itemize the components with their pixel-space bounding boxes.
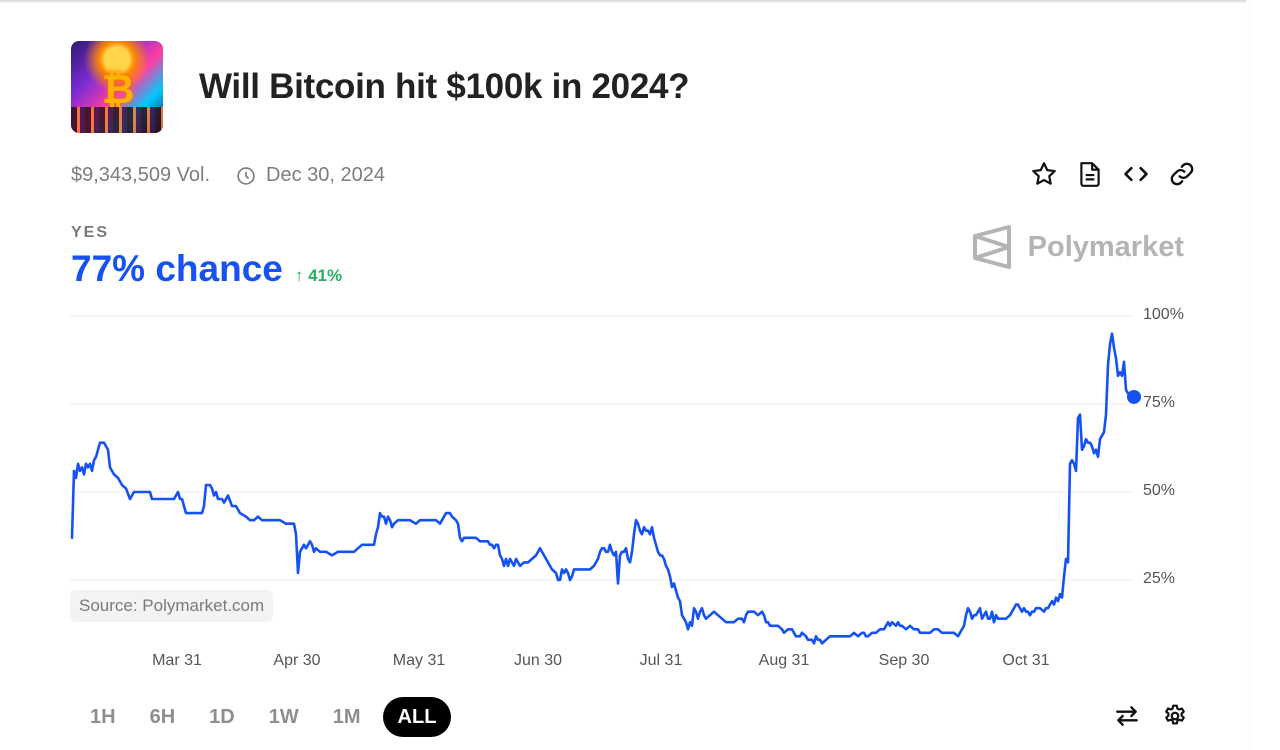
polymarket-watermark: Polymarket (972, 224, 1184, 270)
link-icon (1170, 162, 1194, 186)
x-tick-label: Oct 31 (1002, 652, 1050, 669)
y-tick-label: 50% (1143, 482, 1176, 499)
brand-name: Polymarket (1027, 230, 1184, 263)
document-icon (1080, 162, 1100, 187)
action-toolbar (1030, 160, 1196, 188)
bitcoin-party-image: ₿ (71, 41, 163, 133)
chance-value: 77% chance (71, 248, 283, 289)
y-tick-label: 100% (1143, 306, 1184, 323)
embed-button[interactable] (1122, 160, 1150, 188)
copy-link-button[interactable] (1168, 160, 1196, 188)
y-tick-label: 25% (1143, 570, 1176, 587)
rules-button[interactable] (1076, 160, 1104, 188)
range-all[interactable]: ALL (382, 697, 452, 737)
gear-icon (1165, 704, 1185, 725)
volume-text: $9,343,509 Vol. (71, 164, 211, 186)
source-label: Source: Polymarket.com (70, 590, 274, 622)
x-tick-label: Sep 30 (878, 652, 930, 669)
star-icon (1032, 162, 1056, 185)
range-1d[interactable]: 1D (209, 706, 235, 728)
x-tick-label: Jul 31 (639, 652, 683, 669)
current-value-dot (1127, 389, 1141, 404)
outcome-label: YES (71, 224, 110, 241)
range-6h[interactable]: 6H (149, 706, 176, 728)
x-tick-label: Aug 31 (758, 652, 810, 669)
polymarket-logo-icon (972, 225, 1011, 269)
x-tick-label: Mar 31 (152, 652, 202, 669)
chart-grid (70, 315, 1134, 581)
chance-change: ↑ 41% (294, 266, 343, 285)
end-date-text: Dec 30, 2024 (266, 164, 385, 186)
x-tick-label: Apr 30 (273, 652, 321, 669)
bitcoin-icon: ₿ (101, 68, 135, 112)
code-icon (1124, 166, 1148, 182)
watchlist-button[interactable] (1030, 160, 1058, 188)
range-1w[interactable]: 1W (268, 706, 299, 728)
range-1h[interactable]: 1H (90, 706, 116, 728)
time-range-selector: 1H 6H 1D 1W 1M ALL (78, 697, 461, 737)
chart-settings-button[interactable] (1162, 703, 1188, 729)
clock-icon (237, 166, 255, 185)
market-header: ₿ Will Bitcoin hit $100k in 2024? (71, 41, 690, 133)
top-divider (0, 0, 1246, 3)
market-meta: $9,343,509 Vol. Dec 30, 2024 (71, 164, 385, 187)
range-1m[interactable]: 1M (332, 706, 361, 728)
x-tick-label: May 31 (392, 652, 446, 669)
right-edge (1246, 0, 1252, 750)
chance-display: 77% chance ↑ 41% (71, 248, 342, 290)
market-title: Will Bitcoin hit $100k in 2024? (199, 67, 690, 106)
x-tick-label: Jun 30 (513, 652, 563, 669)
chart-tools (1114, 703, 1188, 729)
swap-icon (1116, 706, 1138, 726)
swap-outcome-button[interactable] (1114, 703, 1140, 729)
crowd-decoration (71, 107, 163, 133)
y-tick-label: 75% (1143, 394, 1176, 411)
